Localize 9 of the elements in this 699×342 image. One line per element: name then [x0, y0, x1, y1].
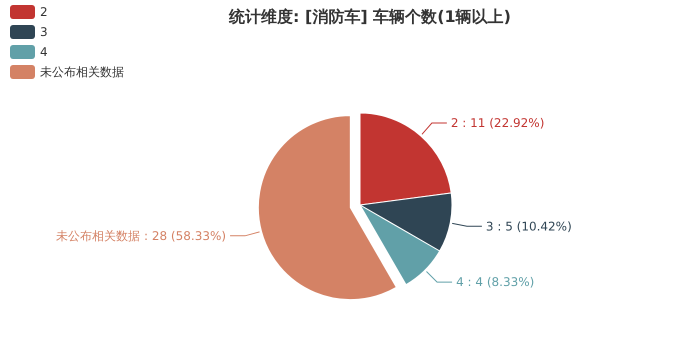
legend-label: 未公布相关数据 — [40, 65, 124, 79]
data-label: 4 : 4 (8.33%) — [456, 275, 534, 290]
chart-title: 统计维度: [消防车] 车辆个数(1辆以上) — [228, 7, 511, 26]
legend-label: 2 — [40, 5, 48, 19]
data-label: 2 : 11 (22.92%) — [450, 116, 544, 130]
legend-label: 3 — [40, 25, 48, 39]
data-label: 未公布相关数据 : 28 (58.33%) — [56, 228, 226, 243]
legend-label: 4 — [40, 45, 48, 59]
data-label: 3 : 5 (10.42%) — [486, 219, 572, 234]
